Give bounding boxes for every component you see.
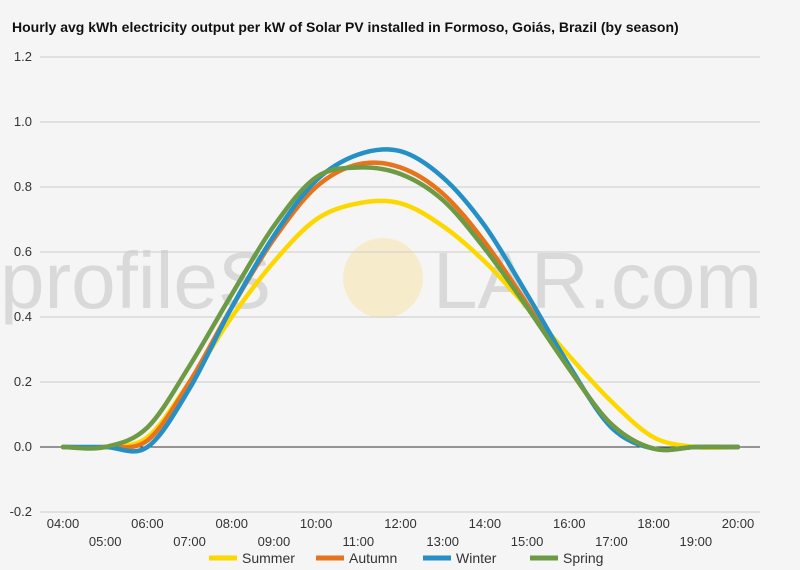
x-tick-label: 11:00 — [343, 534, 375, 549]
x-tick-label: 14:00 — [469, 516, 502, 531]
y-tick-label: 0.6 — [14, 244, 32, 259]
series-line-winter — [60, 147, 741, 454]
x-tick-label: 16:00 — [553, 516, 586, 531]
x-tick-label: 12:00 — [384, 516, 417, 531]
x-tick-label: 17:00 — [595, 534, 628, 549]
x-tick-label: 19:00 — [680, 534, 713, 549]
chart-title: Hourly avg kWh electricity output per kW… — [12, 19, 679, 35]
legend: Summer Autumn Winter Spring — [209, 550, 603, 566]
grid — [40, 56, 760, 513]
y-tick-label: 1.0 — [14, 114, 32, 129]
watermark: profileS O LAR.com — [0, 236, 762, 325]
x-tick-label: 04:00 — [47, 516, 80, 531]
y-tick-label: 0.0 — [14, 439, 32, 454]
x-tick-label: 06:00 — [131, 516, 164, 531]
y-axis: -0.2 0.0 0.2 0.4 0.6 0.8 1.0 1.2 — [10, 49, 32, 519]
watermark-sun-icon — [343, 238, 423, 318]
x-tick-label: 18:00 — [637, 516, 670, 531]
x-tick-label: 09:00 — [258, 534, 291, 549]
legend-label-autumn: Autumn — [349, 550, 397, 566]
x-tick-label: 05:00 — [89, 534, 122, 549]
y-tick-label: 0.2 — [14, 374, 32, 389]
series-lines — [60, 147, 741, 454]
legend-label-spring: Spring — [563, 550, 603, 566]
x-axis: 04:00 05:00 06:00 07:00 08:00 09:00 10:00 11:00… — [47, 516, 755, 549]
watermark-text-right: LAR.com — [433, 236, 762, 325]
x-tick-label: 10:00 — [300, 516, 333, 531]
y-tick-label: 1.2 — [14, 49, 32, 64]
watermark-text-middle: O — [333, 236, 395, 325]
x-tick-label: 15:00 — [511, 534, 544, 549]
watermark-text-left: profileS — [0, 236, 271, 325]
legend-label-summer: Summer — [242, 550, 295, 566]
legend-label-winter: Winter — [456, 550, 497, 566]
y-tick-label: 0.4 — [14, 309, 32, 324]
x-tick-label: 08:00 — [215, 516, 248, 531]
x-tick-label: 07:00 — [173, 534, 206, 549]
y-tick-label: -0.2 — [10, 504, 32, 519]
x-tick-label: 13:00 — [426, 534, 459, 549]
x-tick-label: 20:00 — [722, 516, 755, 531]
series-line-spring — [60, 165, 741, 453]
y-tick-label: 0.8 — [14, 179, 32, 194]
